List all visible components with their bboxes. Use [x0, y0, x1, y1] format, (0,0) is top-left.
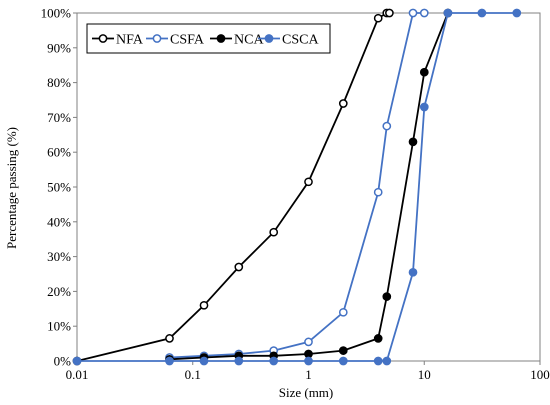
legend-item-nfa: NFA — [92, 33, 144, 48]
data-point-csca — [443, 8, 453, 18]
y-tick-label: 100% — [41, 6, 72, 21]
data-point-nfa — [385, 8, 394, 18]
data-point-csca — [338, 356, 348, 366]
x-tick-label: 0.1 — [185, 367, 201, 382]
y-tick-label: 50% — [47, 180, 71, 195]
y-tick-label: 90% — [47, 40, 71, 55]
data-point-nca — [419, 67, 429, 77]
legend-label-nca: NCA — [234, 33, 264, 48]
legend-item-nca: NCA — [210, 33, 264, 48]
data-point-csfa — [382, 121, 392, 131]
x-tick-label: 1 — [305, 367, 312, 382]
x-tick-label: 0.01 — [66, 367, 89, 382]
data-point-csca — [477, 8, 487, 18]
y-tick-label: 0% — [54, 354, 72, 369]
x-tick-labels: 0.01 0.1 1 10 100 — [66, 367, 550, 382]
data-point-csfa — [304, 337, 313, 347]
data-point-csca — [269, 356, 279, 366]
series-group — [72, 8, 522, 366]
data-point-csca — [72, 356, 82, 366]
x-tick-label: 10 — [418, 367, 431, 382]
legend-item-csfa: CSFA — [146, 33, 205, 48]
y-tick-label: 80% — [47, 75, 71, 90]
series-line-nfa — [76, 12, 390, 362]
series-csca — [72, 8, 522, 366]
legend-item-csca: CSCA — [258, 33, 319, 48]
data-point-nfa — [338, 99, 348, 108]
data-point-csfa — [408, 8, 418, 18]
legend-box — [86, 23, 331, 54]
data-point-csca — [234, 356, 244, 366]
data-point-nca — [382, 292, 392, 301]
y-tick-label: 10% — [47, 319, 71, 334]
data-point-csca — [382, 356, 392, 366]
legend-marker-csca — [264, 34, 274, 43]
y-axis-label: Percentage passing (%) — [4, 127, 19, 249]
data-point-nca — [408, 137, 418, 147]
y-tick-label: 40% — [47, 214, 71, 229]
data-point-csfa — [338, 307, 348, 317]
y-tick-label: 20% — [47, 284, 71, 299]
data-point-nfa — [269, 227, 279, 237]
x-axis-label: Size (mm) — [279, 385, 334, 400]
y-tick-labels: 0% 10% 20% 30% 40% 50% 60% 70% 80% 90% 100% — [41, 6, 72, 369]
legend-marker-nfa — [98, 34, 108, 43]
legend-label-nfa: NFA — [116, 33, 144, 48]
data-point-nfa — [165, 334, 174, 343]
legend-marker-nca — [216, 34, 226, 43]
data-point-nfa — [373, 13, 383, 23]
legend-marker-csfa — [152, 34, 162, 43]
data-point-csca — [408, 267, 418, 277]
legend-label-csca: CSCA — [282, 33, 319, 48]
data-point-csca — [373, 356, 383, 366]
data-point-csca — [512, 8, 522, 18]
data-point-csfa — [373, 187, 383, 197]
data-point-nfa — [234, 262, 244, 272]
data-point-csca — [419, 102, 429, 112]
data-point-csca — [199, 356, 209, 366]
data-point-nfa — [304, 177, 313, 187]
data-point-csca — [165, 356, 174, 366]
legend-label-csfa: CSFA — [170, 33, 205, 48]
data-point-csfa — [419, 8, 429, 18]
series-line-csca — [77, 12, 517, 362]
data-point-nca — [373, 334, 383, 343]
data-point-nfa — [199, 300, 209, 310]
y-tick-label: 70% — [47, 110, 71, 125]
data-point-csca — [304, 356, 313, 366]
data-point-nca — [304, 349, 313, 359]
legend: NFA CSFA NCA CSCA — [86, 23, 331, 54]
x-tick-label: 100 — [530, 367, 550, 382]
series-line-csfa — [169, 12, 425, 359]
y-tick-label: 60% — [47, 145, 71, 160]
data-point-nca — [338, 346, 348, 355]
y-tick-label: 30% — [47, 249, 71, 264]
